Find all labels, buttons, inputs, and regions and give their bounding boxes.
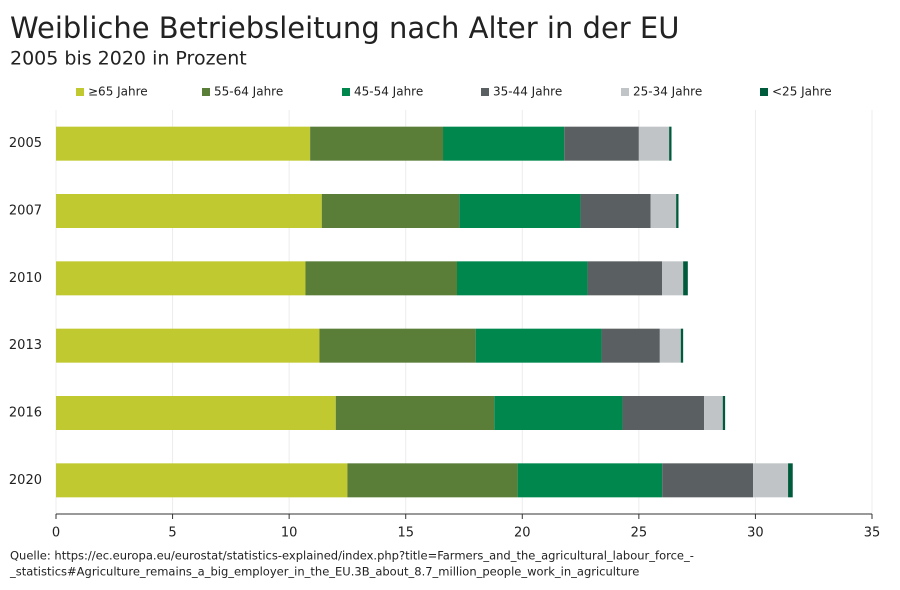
y-tick-label: 2010 bbox=[9, 271, 42, 286]
source-note: Quelle: https://ec.europa.eu/eurostat/st… bbox=[10, 549, 694, 563]
bar-segment bbox=[56, 261, 306, 296]
bar-segment bbox=[669, 126, 672, 161]
legend-label: 45-54 Jahre bbox=[354, 85, 423, 99]
legend-label: 35-44 Jahre bbox=[493, 85, 562, 99]
bar-segment bbox=[56, 126, 311, 161]
x-tick-label: 10 bbox=[281, 526, 298, 541]
bar-segment bbox=[564, 126, 639, 161]
bar-segment bbox=[321, 194, 460, 228]
bar-segment bbox=[56, 463, 348, 498]
bar-segment bbox=[788, 463, 793, 498]
bar-segment bbox=[305, 261, 458, 296]
y-tick-label: 2005 bbox=[9, 136, 42, 151]
bar-segment bbox=[601, 328, 660, 363]
bar-segment bbox=[310, 126, 444, 161]
legend-swatch bbox=[760, 88, 768, 96]
bar-segment bbox=[662, 261, 684, 296]
bar-segment bbox=[517, 463, 663, 498]
legend-swatch bbox=[342, 88, 350, 96]
bar-segment bbox=[676, 194, 679, 228]
bar-segment bbox=[680, 328, 684, 363]
source-note: _statistics#Agriculture_remains_a_big_em… bbox=[9, 565, 639, 579]
bar-segment bbox=[335, 396, 495, 430]
bar-segment bbox=[457, 261, 588, 296]
legend-label: ≥65 Jahre bbox=[88, 85, 148, 99]
bar-segment bbox=[443, 126, 565, 161]
legend-swatch bbox=[621, 88, 629, 96]
bar-segment bbox=[683, 261, 688, 296]
y-tick-label: 2007 bbox=[9, 204, 42, 219]
bar-segment bbox=[753, 463, 789, 498]
x-tick-label: 20 bbox=[514, 526, 531, 541]
y-tick-label: 2020 bbox=[9, 473, 42, 488]
legend-swatch bbox=[481, 88, 489, 96]
bar-segment bbox=[347, 463, 518, 498]
x-tick-label: 30 bbox=[747, 526, 764, 541]
bar-segment bbox=[704, 396, 723, 430]
chart-title: Weibliche Betriebsleitung nach Alter in … bbox=[10, 11, 679, 45]
x-tick-label: 35 bbox=[864, 526, 881, 541]
x-tick-label: 0 bbox=[52, 526, 60, 541]
bar-segment bbox=[475, 328, 602, 363]
bar-segment bbox=[638, 126, 670, 161]
bar-segment bbox=[56, 194, 322, 228]
x-tick-label: 15 bbox=[397, 526, 414, 541]
x-tick-label: 5 bbox=[168, 526, 176, 541]
bar-segment bbox=[56, 328, 320, 363]
bar-segment bbox=[56, 396, 336, 430]
bar-segment bbox=[587, 261, 663, 296]
bar-segment bbox=[622, 396, 705, 430]
legend-label: 55-64 Jahre bbox=[214, 85, 283, 99]
y-tick-label: 2013 bbox=[9, 338, 42, 353]
bar-segment bbox=[650, 194, 677, 228]
y-tick-label: 2016 bbox=[9, 406, 42, 421]
legend-swatch bbox=[76, 88, 84, 96]
x-tick-label: 25 bbox=[631, 526, 648, 541]
chart-subtitle: 2005 bis 2020 in Prozent bbox=[10, 48, 247, 70]
bar-segment bbox=[722, 396, 726, 430]
bar-segment bbox=[459, 194, 581, 228]
bar-segment bbox=[659, 328, 681, 363]
legend-label: <25 Jahre bbox=[772, 85, 832, 99]
legend-swatch bbox=[202, 88, 210, 96]
bar-segment bbox=[662, 463, 754, 498]
legend-label: 25-34 Jahre bbox=[633, 85, 702, 99]
bar-segment bbox=[319, 328, 476, 363]
bar-segment bbox=[580, 194, 651, 228]
bar-segment bbox=[494, 396, 623, 430]
